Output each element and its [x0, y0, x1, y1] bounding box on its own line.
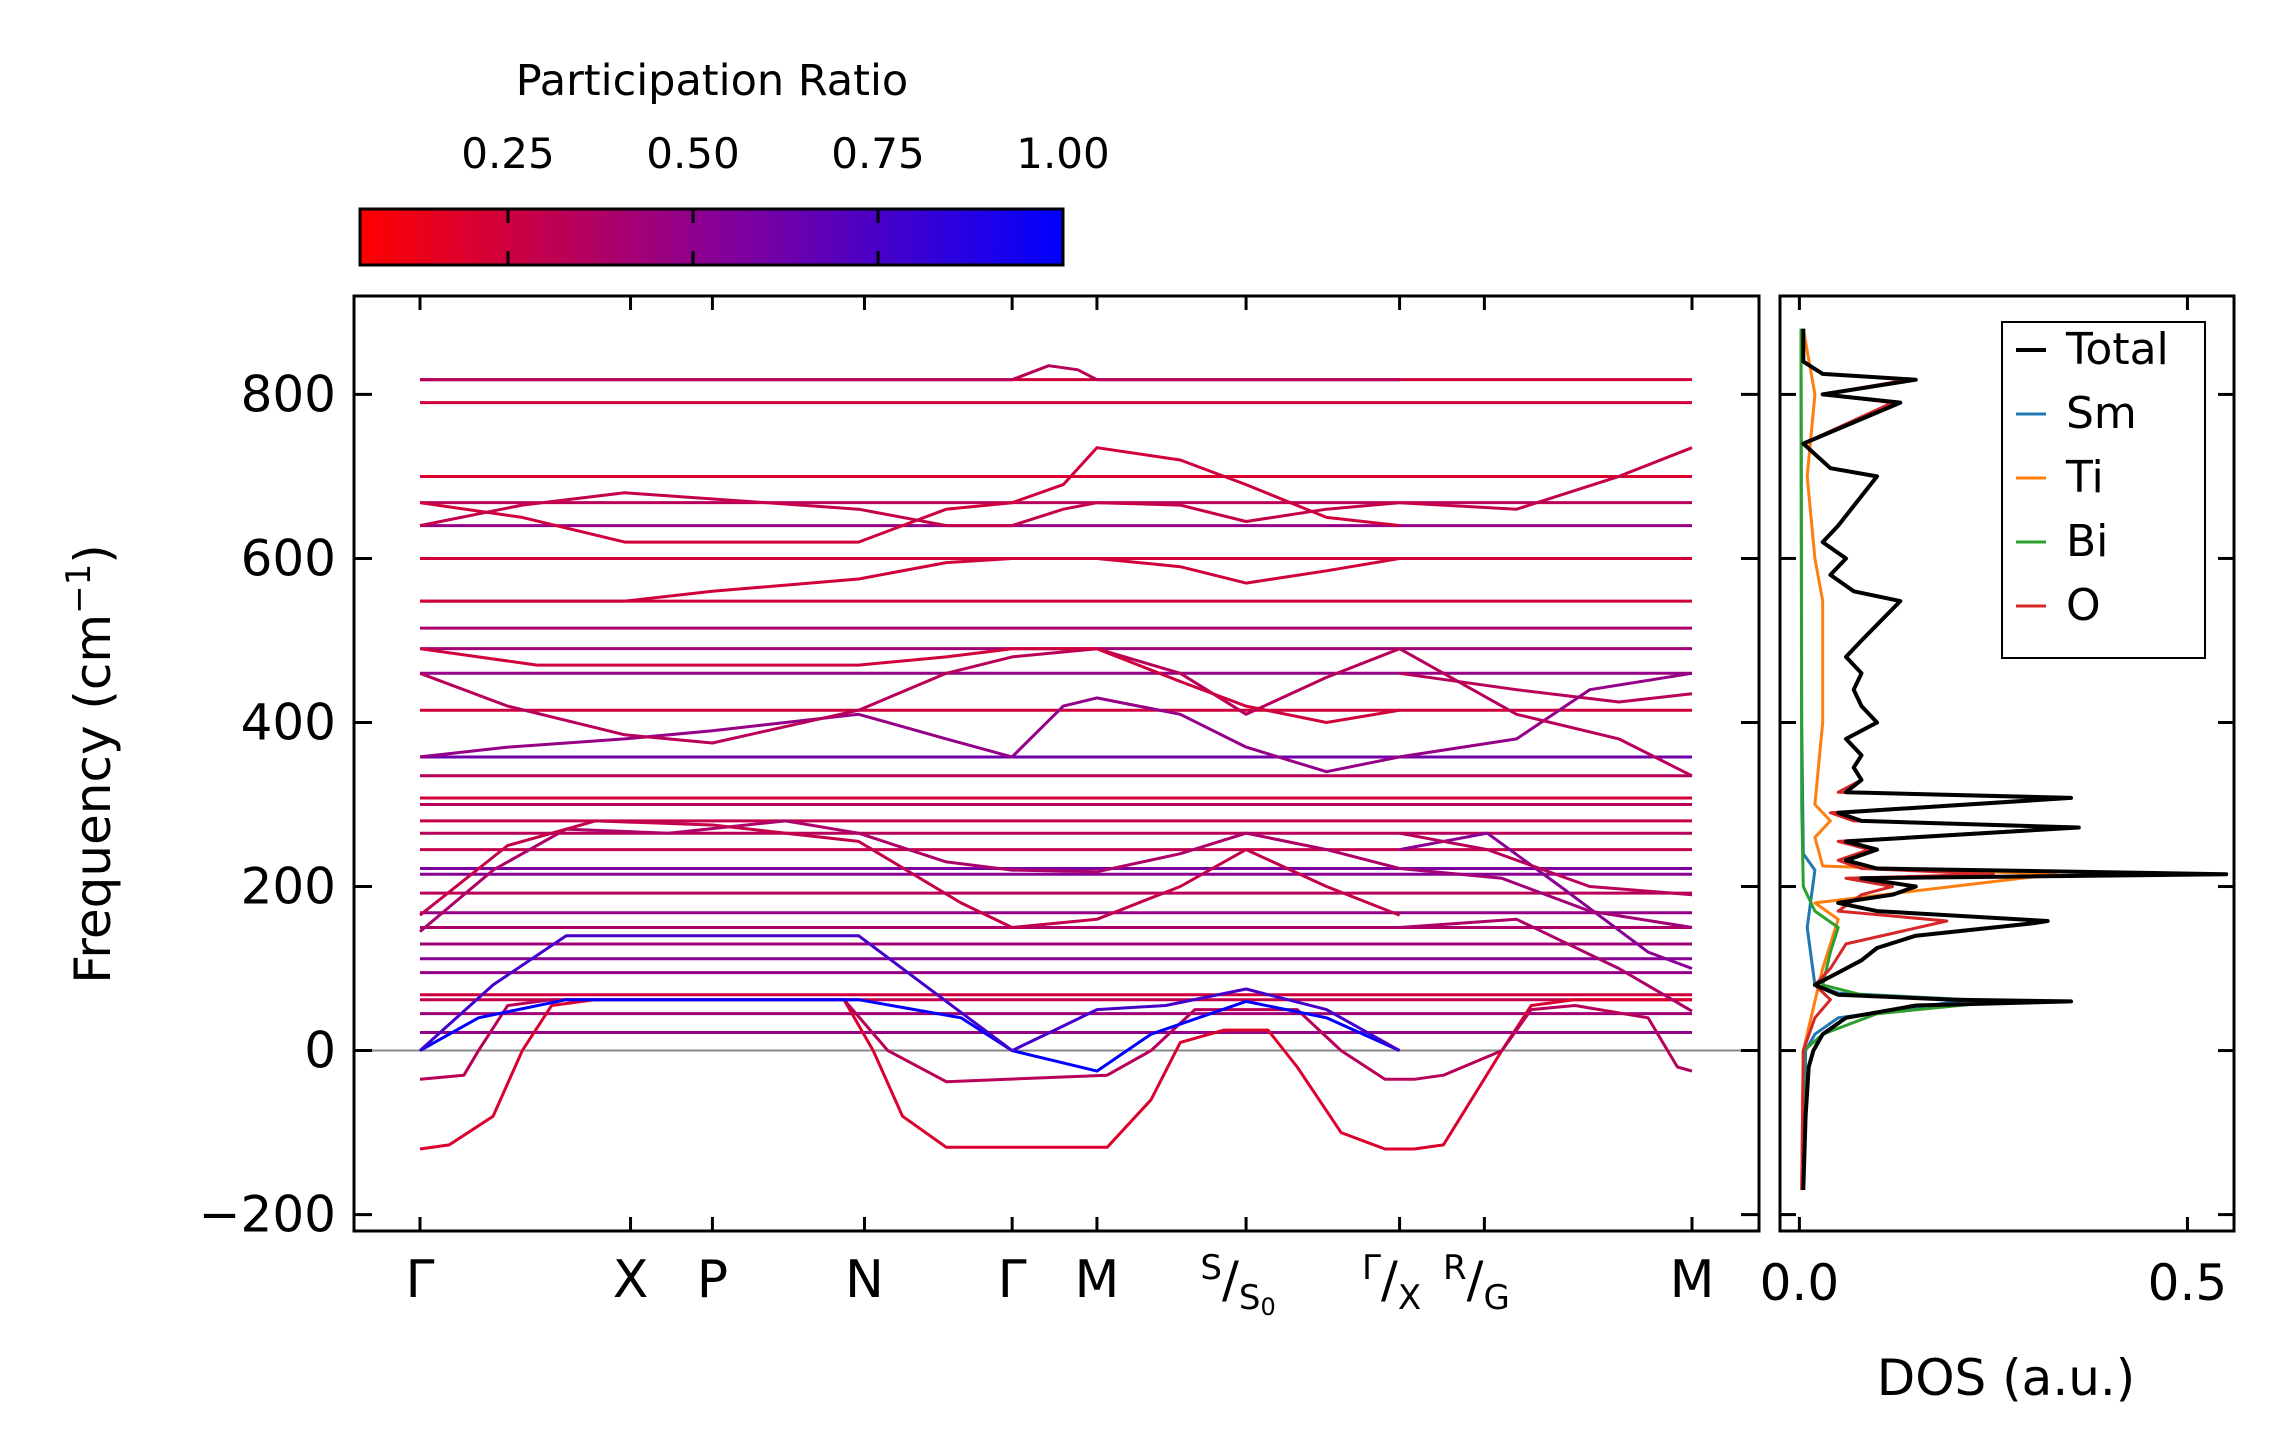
- y-tick-label: −200: [199, 1186, 336, 1244]
- colorbar: Participation Ratio 0.25 0.50 0.75 1.00: [358, 56, 1110, 267]
- legend-label-bi: Bi: [2066, 516, 2108, 567]
- band-lines: [418, 364, 1693, 1151]
- band-branch-high-branch-1: [419, 696, 1400, 774]
- kpoint-label: Γ: [998, 1250, 1027, 1310]
- band-branch-mid-branch-2: [419, 819, 1401, 929]
- legend-label-total: Total: [2065, 324, 2169, 375]
- band-branch-o-branch-2: [419, 491, 1400, 528]
- kpoint-label: M: [1670, 1250, 1715, 1310]
- dos-series-total: [1801, 328, 2229, 1191]
- kpoint-label: M: [1075, 1250, 1120, 1310]
- kpoint-label-top: R: [1443, 1248, 1467, 1288]
- band-plot-area: [354, 296, 1759, 1231]
- kpoint-label-subscript: 0: [1260, 1293, 1275, 1321]
- band-y-axis-title: Frequency (cm−1): [59, 544, 122, 984]
- band-branch-r-m-1: [1399, 446, 1693, 511]
- kpoint-label-top: Γ: [1362, 1248, 1381, 1288]
- kpoint-label: P: [697, 1250, 728, 1310]
- dos-x-tick-label: 0.5: [2148, 1254, 2228, 1312]
- legend-label-ti: Ti: [2065, 452, 2104, 503]
- legend-label-o: O: [2066, 580, 2101, 631]
- colorbar-tick-label: 0.75: [831, 129, 925, 178]
- band-branch-r-m-5: [1399, 831, 1693, 970]
- dos-lines: [1799, 328, 2229, 1191]
- dos-plot-frame: [1778, 294, 2236, 1233]
- y-axis-title-main: Frequency (cm: [64, 614, 122, 984]
- kpoint-label-bottom: G: [1483, 1278, 1509, 1318]
- kpoint-label-top: S: [1200, 1248, 1222, 1288]
- band-branch-high-branch-3: [419, 647, 1400, 724]
- band-branch-r-m-4: [1398, 647, 1693, 778]
- dos-x-tick-label: 0.0: [1760, 1254, 1840, 1312]
- band-branch-o-branch-3: [420, 557, 1400, 603]
- legend-label-sm: Sm: [2066, 388, 2137, 439]
- kpoint-label-slash: /: [1467, 1251, 1484, 1309]
- band-branch-r-m-6: [1399, 831, 1693, 897]
- band-kpath-axis: Γ X P N Γ M S/S0Γ/XR/G M: [406, 296, 1715, 1321]
- colorbar-tick-label: 1.00: [1016, 129, 1110, 178]
- dos-legend: Total Sm Ti Bi O: [2001, 321, 2206, 659]
- kpoint-label: Γ: [406, 1250, 435, 1310]
- kpoint-label: R/G: [1443, 1248, 1510, 1318]
- band-branch-soft-mode-1: [419, 998, 1692, 1151]
- band-branch-r-m-8: [1399, 917, 1693, 1013]
- y-tick-label: 0: [304, 1022, 336, 1080]
- y-tick-label: 400: [241, 693, 336, 751]
- y-tick-label: 800: [241, 365, 336, 423]
- dos-x-axis-title: DOS (a.u.): [1877, 1349, 2136, 1407]
- kpoint-label-bottom: X: [1398, 1278, 1421, 1318]
- colorbar-tick-label: 0.25: [461, 129, 555, 178]
- band-branch-soft-mode-2: [419, 998, 1693, 1084]
- kpoint-label: X: [613, 1250, 649, 1310]
- colorbar-gradient: [358, 207, 1065, 267]
- colorbar-tick-label: 0.50: [646, 129, 740, 178]
- band-branch-acoustic-2: [418, 934, 1401, 1053]
- colorbar-ticks: 0.25 0.50 0.75 1.00: [461, 129, 1110, 265]
- dos-axes: 0.0 0.5: [1760, 296, 2234, 1312]
- band-y-axis: −200 0 200 400 600 800: [199, 365, 1759, 1244]
- y-axis-title-close: ): [64, 544, 122, 564]
- band-branch-r-m-3: [1399, 671, 1693, 759]
- colorbar-title: Participation Ratio: [516, 56, 909, 106]
- kpoint-label-slash: /: [1381, 1251, 1398, 1309]
- dos-legend-box: [2001, 321, 2206, 659]
- kpoint-label: Γ/X: [1362, 1248, 1421, 1318]
- kpoint-label-bottom: S: [1239, 1278, 1261, 1318]
- band-branch-acoustic-1: [419, 998, 1401, 1073]
- y-tick-label: 600: [241, 529, 336, 587]
- y-axis-title-superscript: −1: [59, 564, 99, 614]
- band-branch-top-bump: [420, 364, 1400, 382]
- dos-panel: 0.0 0.5 DOS (a.u.) Total Sm Ti Bi O: [1760, 294, 2236, 1407]
- y-tick-label: 200: [241, 858, 336, 916]
- band-branch-o-branch-1: [419, 446, 1400, 544]
- band-plot-frame: [352, 294, 1761, 1233]
- kpoint-label: S/S0: [1200, 1248, 1275, 1321]
- kpoint-label: N: [845, 1250, 884, 1310]
- kpoint-label-slash: /: [1222, 1251, 1239, 1309]
- band-branch-r-m-7: [1399, 867, 1693, 929]
